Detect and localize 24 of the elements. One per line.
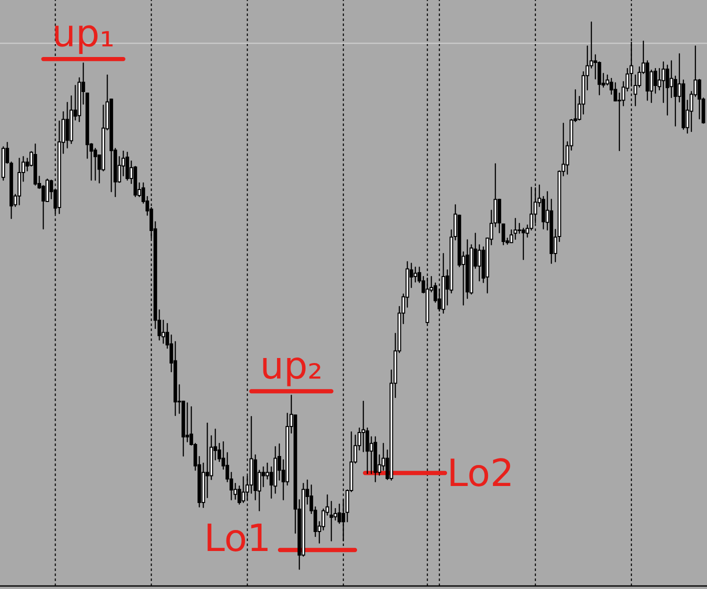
candlestick xyxy=(478,244,482,282)
annotation: Lo2 xyxy=(450,458,510,487)
candlestick xyxy=(510,229,514,244)
candlestick xyxy=(186,402,190,442)
candlestick xyxy=(414,266,418,283)
annotation: up₁ xyxy=(55,25,113,54)
candlestick xyxy=(670,60,674,98)
candlestick xyxy=(126,152,130,181)
candlestick xyxy=(514,218,518,240)
annotation: Lo1 xyxy=(208,524,268,552)
candlestick xyxy=(658,68,662,90)
candlestick xyxy=(66,102,70,148)
annotation: up₂ xyxy=(263,357,320,386)
candlestick xyxy=(666,64,670,116)
candlestick xyxy=(238,486,242,505)
candlestick xyxy=(262,466,266,488)
candlestick xyxy=(362,400,366,452)
candlestick xyxy=(338,504,342,524)
candlestick xyxy=(662,61,666,104)
candlestick xyxy=(502,223,506,246)
candlestick xyxy=(18,158,22,206)
candlestick xyxy=(242,476,246,504)
candlestick xyxy=(518,222,522,234)
candlestick xyxy=(614,82,618,102)
